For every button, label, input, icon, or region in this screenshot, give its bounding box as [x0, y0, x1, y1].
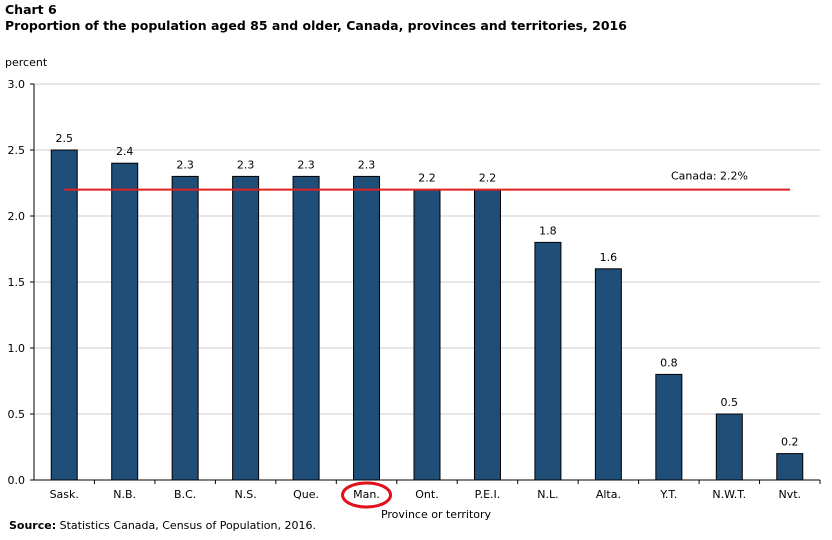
chart-title: Proportion of the population aged 85 and… — [5, 18, 627, 33]
x-tick-label: Que. — [293, 488, 319, 501]
y-tick-label: 0.5 — [8, 408, 26, 421]
bar-yt — [655, 373, 683, 481]
bar-value-label: 2.3 — [297, 158, 315, 171]
y-tick-label: 2.0 — [8, 210, 26, 223]
y-tick-label: 2.5 — [8, 144, 26, 157]
chart-heading: Chart 6 Proportion of the population age… — [5, 2, 665, 34]
x-tick-label: Ont. — [415, 488, 438, 501]
bar-bc — [171, 175, 199, 481]
bar-pei — [473, 189, 501, 481]
bar-value-label: 0.8 — [660, 356, 678, 369]
bar-value-label: 2.2 — [418, 172, 436, 185]
bar-que — [292, 175, 320, 481]
x-tick-label: B.C. — [174, 488, 196, 501]
bar-ns — [232, 175, 260, 481]
x-tick-label: N.B. — [113, 488, 136, 501]
bar-alta — [594, 268, 622, 481]
x-tick-label: P.E.I. — [475, 488, 501, 501]
bars — [50, 149, 804, 481]
bar-sask — [50, 149, 78, 481]
x-tick-label: Y.T. — [659, 488, 677, 501]
source-label: Source: — [9, 519, 57, 532]
x-tick-label: N.W.T. — [712, 488, 746, 501]
source-text: Statistics Canada, Census of Population,… — [59, 519, 316, 532]
y-tick-label: 1.5 — [8, 276, 26, 289]
bar-ont — [413, 189, 441, 481]
x-tick-label: N.L. — [537, 488, 558, 501]
y-tick-label: 0.0 — [8, 474, 26, 487]
x-tick-label: Sask. — [50, 488, 79, 501]
x-tick-label: Man. — [353, 488, 380, 501]
bar-value-label: 1.6 — [600, 251, 618, 264]
source-note: Source: Statistics Canada, Census of Pop… — [9, 519, 316, 532]
bar-value-label: 2.4 — [116, 145, 134, 158]
canada-reference-label: Canada: 2.2% — [671, 170, 748, 183]
bar-man — [353, 175, 381, 481]
reference-line-group: Canada: 2.2% — [64, 170, 790, 191]
x-tick-label: Nvt. — [778, 488, 801, 501]
x-tick-label: Alta. — [596, 488, 621, 501]
bar-value-label: 2.5 — [55, 132, 73, 145]
bar-value-label: 0.5 — [721, 396, 739, 409]
highlight-circle — [341, 481, 393, 509]
bar-nb — [111, 162, 139, 481]
x-axis-title: Province or territory — [381, 508, 492, 521]
bar-value-label: 2.3 — [176, 158, 194, 171]
bar-value-label: 2.3 — [237, 158, 255, 171]
bar-value-label: 2.3 — [358, 158, 376, 171]
bar-nvt — [776, 453, 804, 481]
bar-nl — [534, 241, 562, 481]
bar-nwt — [715, 413, 743, 481]
chart-number-label: Chart 6 — [5, 2, 57, 17]
y-tick-label: 3.0 — [8, 78, 26, 91]
y-tick-label: 1.0 — [8, 342, 26, 355]
bar-value-label: 2.2 — [479, 172, 497, 185]
y-axis-unit-label: percent — [5, 56, 48, 69]
bar-value-label: 1.8 — [539, 224, 557, 237]
x-tick-label: N.S. — [235, 488, 257, 501]
axes — [30, 83, 821, 484]
bar-value-label: 0.2 — [781, 436, 799, 449]
labels: 0.0 0.5 1.0 1.5 2.0 2.5 3.0 2.5 Sask. 2.4 N.B. 2.3 B… — [8, 78, 801, 509]
